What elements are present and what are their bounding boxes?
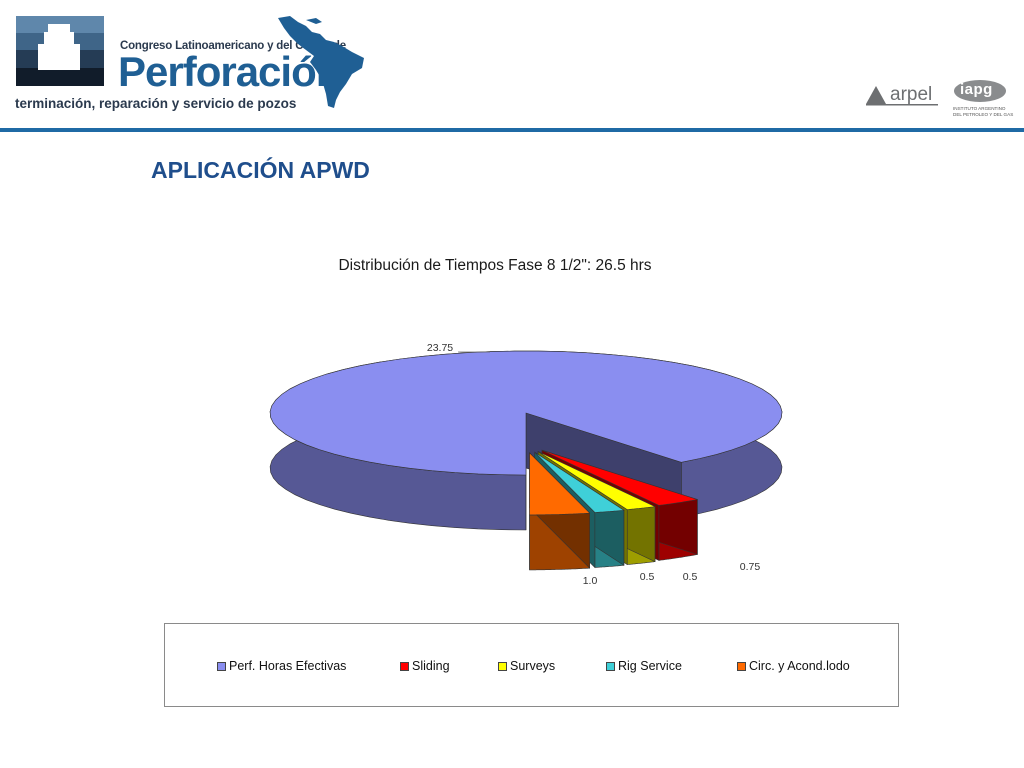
slide-title: APLICACIÓN APWD: [151, 157, 370, 183]
chart-title: Distribución de Tiempos Fase 8 1/2": 26.…: [338, 257, 652, 274]
data-label: 0.5: [683, 571, 698, 583]
header-divider: [0, 128, 1024, 132]
pie-slice-perf-horas-efectivas: [269, 350, 783, 531]
legend-label: Sliding: [412, 659, 450, 673]
legend-label: Rig Service: [618, 659, 682, 673]
congress-name: Perforación: [118, 48, 341, 95]
arpel-logo-text: arpel: [890, 84, 933, 105]
legend-item: Surveys: [498, 659, 555, 673]
legend-label: Perf. Horas Efectivas: [229, 659, 347, 673]
iapg-subtitle-line1: INSTITUTO ARGENTINO: [953, 106, 1006, 111]
pie-slice-circ-y-acond-lodo: [529, 452, 591, 571]
legend-swatch: [498, 661, 507, 671]
header: Congreso Latinoamericano y del Caribe de…: [0, 0, 1024, 134]
legend-item: Perf. Horas Efectivas: [217, 659, 346, 673]
congress-subtitle: Congreso Latinoamericano y del Caribe de: [120, 40, 346, 52]
data-label: 23.75: [427, 342, 453, 354]
legend-swatch: [737, 661, 746, 671]
legend-label: Circ. y Acond.lodo: [749, 659, 850, 673]
legend-item: Circ. y Acond.lodo: [737, 659, 850, 673]
legend-item: Rig Service: [606, 659, 682, 673]
data-label: 0.75: [740, 561, 761, 573]
legend-item: Sliding: [400, 659, 450, 673]
legend-swatch: [400, 661, 409, 671]
chart-legend: Perf. Horas Efectivas Sliding Surveys Rig S…: [164, 623, 899, 707]
legend-label: Surveys: [510, 659, 556, 673]
congress-logo-icon: [16, 16, 104, 86]
iapg-logo-text: iapg: [960, 81, 993, 98]
iapg-logo-icon: [954, 80, 1006, 102]
congress-tagline: terminación, reparación y servicio de po…: [15, 96, 297, 111]
arpel-logo-icon: [866, 86, 938, 106]
pie-chart: 23.75 0.75 0.5 0.5 1.0: [269, 342, 783, 587]
latin-america-map-icon: [278, 16, 364, 108]
iapg-subtitle-line2: DEL PETROLEO Y DEL GAS: [953, 112, 1014, 117]
data-label: 1.0: [583, 575, 598, 587]
data-label: 0.5: [640, 571, 655, 583]
legend-swatch: [606, 661, 615, 671]
legend-swatch: [217, 661, 226, 671]
